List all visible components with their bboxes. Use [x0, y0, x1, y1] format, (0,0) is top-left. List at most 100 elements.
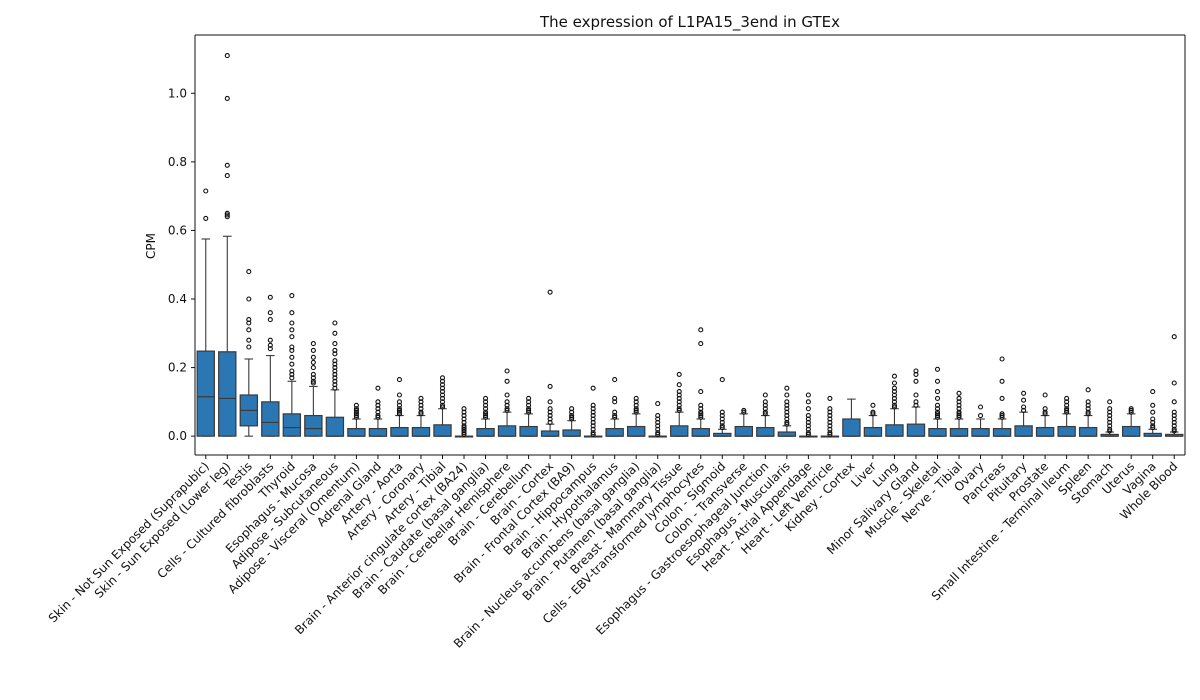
- outlier-point: [1042, 409, 1048, 415]
- outlier-point: [353, 411, 359, 417]
- outlier-point: [891, 399, 898, 405]
- outlier-point: [870, 409, 876, 415]
- outlier-point: [590, 419, 596, 425]
- outlier-point: [224, 53, 230, 59]
- outlier-point: [633, 407, 639, 413]
- outlier-point: [267, 317, 273, 323]
- outlier-point: [590, 402, 596, 408]
- outlier-point: [504, 378, 510, 384]
- outlier-point: [482, 395, 489, 401]
- outlier-point: [224, 214, 230, 220]
- outlier-point: [827, 406, 833, 412]
- outlier-point: [805, 406, 811, 412]
- outlier-point: [590, 406, 596, 412]
- box-group-20: [605, 377, 624, 437]
- box: [540, 430, 560, 437]
- outlier-point: [203, 215, 209, 221]
- outlier-point: [827, 430, 833, 436]
- outlier-point: [805, 413, 811, 419]
- box-group-45: [1143, 389, 1162, 437]
- outlier-point: [956, 390, 962, 396]
- outlier-point: [461, 416, 467, 422]
- outlier-point: [461, 413, 467, 419]
- outlier-point: [439, 402, 446, 408]
- outlier-point: [1064, 406, 1070, 412]
- outlier-point: [375, 399, 381, 405]
- box-group-29: [799, 392, 818, 438]
- outlier-point: [310, 359, 316, 365]
- box: [519, 425, 538, 437]
- outlier-point: [934, 366, 941, 372]
- outlier-point: [612, 413, 618, 419]
- outlier-point: [332, 341, 338, 347]
- outlier-point: [913, 378, 919, 384]
- outlier-point: [1150, 423, 1156, 429]
- box-group-3: [239, 269, 259, 437]
- outlier-point: [870, 411, 876, 417]
- outlier-point: [1085, 409, 1091, 415]
- outlier-point: [461, 425, 467, 431]
- outlier-point: [590, 409, 596, 415]
- outlier-point: [1150, 419, 1156, 425]
- box-group-6: [304, 341, 323, 437]
- outlier-point: [633, 402, 639, 408]
- outlier-point: [1171, 413, 1177, 419]
- y-tick-label: 0.6: [168, 223, 187, 237]
- outlier-point: [310, 378, 316, 384]
- outlier-point: [396, 407, 403, 413]
- box: [390, 426, 409, 437]
- outlier-point: [934, 411, 941, 417]
- outlier-point: [289, 293, 295, 299]
- outlier-point: [289, 361, 295, 367]
- outlier-point: [396, 392, 403, 398]
- outlier-point: [805, 423, 811, 429]
- outlier-point: [1171, 416, 1177, 422]
- outlier-point: [827, 395, 833, 401]
- outlier-point: [1107, 426, 1113, 432]
- outlier-point: [1107, 406, 1113, 412]
- box-group-4: [261, 294, 280, 437]
- outlier-point: [805, 431, 811, 437]
- outlier-point: [676, 371, 682, 377]
- box-group-44: [1121, 406, 1141, 437]
- outlier-point: [461, 406, 467, 412]
- outlier-point: [612, 395, 618, 401]
- plot-layer: [196, 53, 1184, 438]
- outlier-point: [439, 382, 446, 388]
- box-group-26: [734, 407, 754, 437]
- box-group-40: [1035, 392, 1055, 437]
- outlier-point: [547, 413, 553, 419]
- outlier-point: [547, 416, 553, 422]
- outlier-point: [590, 385, 596, 391]
- outlier-point: [612, 414, 618, 420]
- outlier-point: [1128, 407, 1134, 413]
- box: [411, 426, 431, 437]
- outlier-point: [762, 406, 768, 412]
- outlier-point: [1064, 395, 1070, 401]
- outlier-point: [784, 399, 790, 405]
- outlier-point: [461, 430, 467, 436]
- outlier-point: [526, 407, 532, 413]
- outlier-point: [246, 344, 252, 350]
- box-group-46: [1165, 334, 1184, 437]
- outlier-point: [547, 289, 553, 295]
- outlier-point: [612, 409, 618, 415]
- box-group-12: [433, 375, 452, 437]
- outlier-point: [719, 409, 725, 415]
- y-tick-label: 0.0: [168, 429, 187, 443]
- box-group-38: [992, 356, 1012, 437]
- outlier-point: [1150, 389, 1156, 395]
- outlier-point: [289, 320, 295, 326]
- outlier-point: [569, 413, 575, 419]
- outlier-point: [1128, 406, 1134, 412]
- outlier-point: [655, 419, 661, 425]
- outlier-point: [784, 419, 790, 425]
- outlier-point: [1042, 411, 1048, 417]
- outlier-point: [719, 377, 725, 383]
- outlier-point: [934, 395, 941, 401]
- box: [626, 425, 646, 437]
- outlier-point: [332, 365, 338, 371]
- outlier-point: [934, 378, 941, 384]
